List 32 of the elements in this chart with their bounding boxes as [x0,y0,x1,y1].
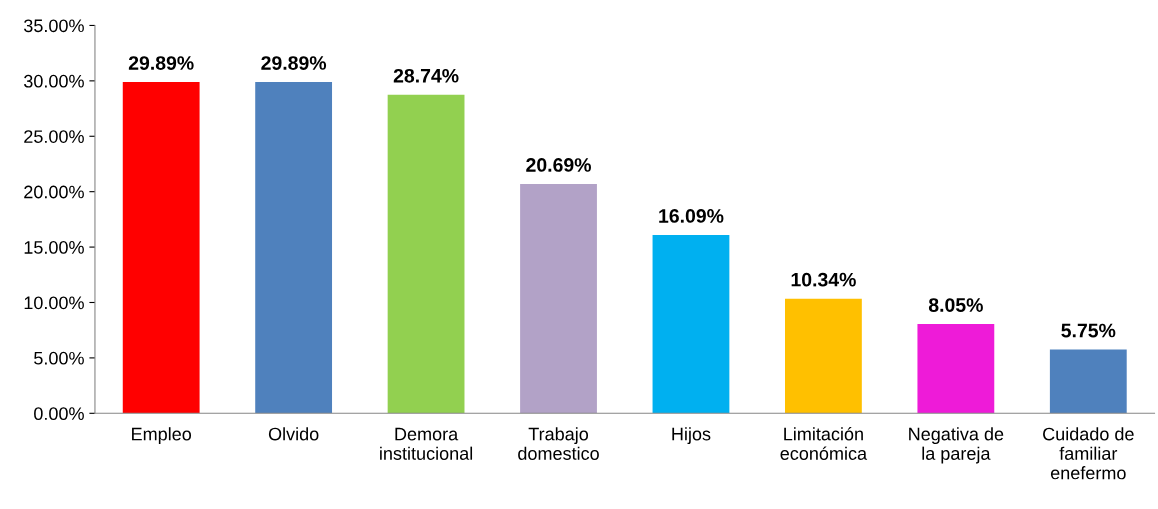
data-label: 10.34% [791,272,856,287]
y-tick-label: 10.00% [24,296,84,310]
y-tick-label: 0.00% [34,407,84,421]
y-tick-label: 5.00% [34,351,84,365]
bar [652,235,730,414]
y-tick-label: 25.00% [24,130,84,143]
y-tick-label: 20.00% [24,185,84,199]
y-tick-label: 30.00% [23,74,84,88]
x-tick-label: Cuidado de familiar enefermo [1043,427,1134,480]
data-label: 20.69% [526,158,591,172]
bar [255,82,333,414]
x-tick-label: Trabajo domestico [518,427,599,460]
data-label: 16.09% [659,209,724,223]
x-tick-label: Limitación económica [780,426,868,460]
data-label: 29.89% [261,56,327,70]
bar [917,324,995,414]
x-tick-label: Olvido [268,427,319,441]
y-tick-label: 35.00% [23,19,84,33]
bar [785,298,862,414]
data-label: 29.89% [128,56,194,70]
bar [387,94,465,414]
bar [1049,349,1127,414]
bar [122,82,200,414]
data-label: 8.05% [928,298,983,312]
y-tick-label: 15.00% [24,241,84,254]
x-tick-label: Demora institucional [380,427,473,460]
data-label: 28.74% [393,68,459,83]
bar [520,184,597,414]
x-tick-label: Hijos [672,427,711,445]
data-label: 5.75% [1061,323,1116,338]
x-tick-label: Empleo [132,427,192,445]
x-tick-label: Negativa de la pareja [909,427,1004,464]
